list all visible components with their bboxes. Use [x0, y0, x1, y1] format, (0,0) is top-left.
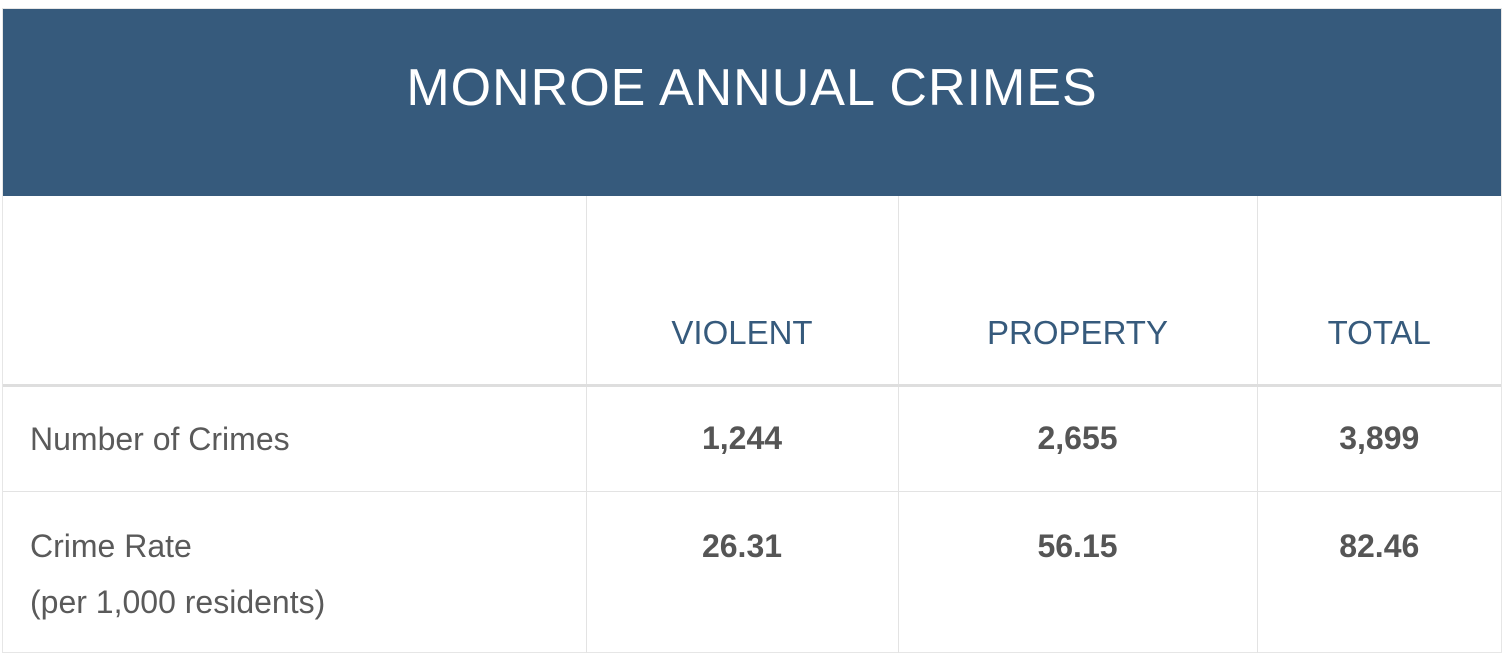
row-label-cell: Number of Crimes [3, 385, 587, 492]
column-header-violent: VIOLENT [585, 196, 899, 387]
table-row-number-of-crimes: Number of Crimes 1,244 2,655 3,899 [3, 385, 1501, 492]
value-property-count: 2,655 [897, 385, 1258, 492]
column-header-total: TOTAL [1256, 196, 1501, 387]
value-property-rate: 56.15 [897, 491, 1258, 653]
row-label: Number of Crimes [30, 420, 290, 457]
row-sublabel: (per 1,000 residents) [30, 583, 326, 620]
crime-table-panel: MONROE ANNUAL CRIMES VIOLENT PROPERTY TO… [2, 8, 1502, 653]
table-title: MONROE ANNUAL CRIMES [406, 58, 1098, 117]
value-total-count: 3,899 [1256, 385, 1501, 492]
crime-table: VIOLENT PROPERTY TOTAL Number of Crimes … [3, 196, 1501, 653]
value-violent-rate: 26.31 [585, 491, 899, 653]
column-header-property: PROPERTY [897, 196, 1258, 387]
column-header-row: VIOLENT PROPERTY TOTAL [3, 196, 1501, 387]
row-label-cell: Crime Rate (per 1,000 residents) [3, 491, 587, 653]
value-violent-count: 1,244 [585, 385, 899, 492]
title-bar: MONROE ANNUAL CRIMES [3, 9, 1501, 196]
table-row-crime-rate: Crime Rate (per 1,000 residents) 26.31 5… [3, 491, 1501, 653]
value-total-rate: 82.46 [1256, 491, 1501, 653]
row-label: Crime Rate [30, 527, 192, 564]
column-header-empty [3, 196, 587, 387]
